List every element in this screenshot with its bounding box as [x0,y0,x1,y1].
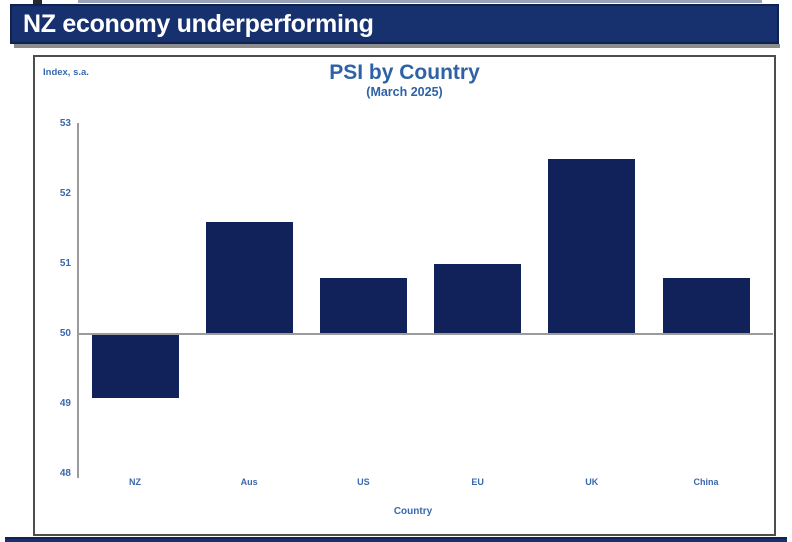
slide-title-bar-shadow [14,44,780,48]
bar-us [319,278,407,334]
x-tick-label-nz: NZ [129,477,141,487]
chart-title-block: PSI by Country (March 2025) [35,61,774,100]
chart-panel: PSI by Country (March 2025) Index, s.a. … [33,55,776,536]
y-tick-label: 52 [59,188,71,199]
bar-aus [205,222,293,334]
x-tick-label-aus: Aus [240,477,258,487]
x-axis-baseline [77,333,773,335]
x-tick-label-eu: EU [471,477,484,487]
y-tick-label: 50 [59,328,71,339]
y-tick-label: 48 [59,468,71,479]
x-tick-label-uk: UK [585,477,599,487]
bottom-edge-bar [5,537,787,542]
slide-title-bar: NZ economy underperforming [10,4,779,44]
x-tick-label-china: China [693,477,719,487]
bar-nz [91,335,179,398]
x-axis-title: Country [393,506,433,517]
chart-subtitle: (March 2025) [366,85,443,99]
y-axis-unit-label: Index, s.a. [43,67,89,78]
slide-title: NZ economy underperforming [23,10,374,38]
y-tick-label: 53 [59,118,71,129]
chart-title: PSI by Country [329,61,480,84]
y-tick-label: 51 [59,258,71,269]
y-tick-label: 49 [59,398,71,409]
bar-china [662,278,750,334]
x-tick-label-us: US [357,477,370,487]
bar-eu [434,264,522,334]
y-axis-line [77,123,79,478]
top-edge-artifact-line [78,0,762,3]
top-edge-artifact-notch [33,0,42,5]
bar-uk [548,159,636,334]
plot-area: 53 52 51 50 49 48 NZ Aus US EU UK China [35,57,774,534]
